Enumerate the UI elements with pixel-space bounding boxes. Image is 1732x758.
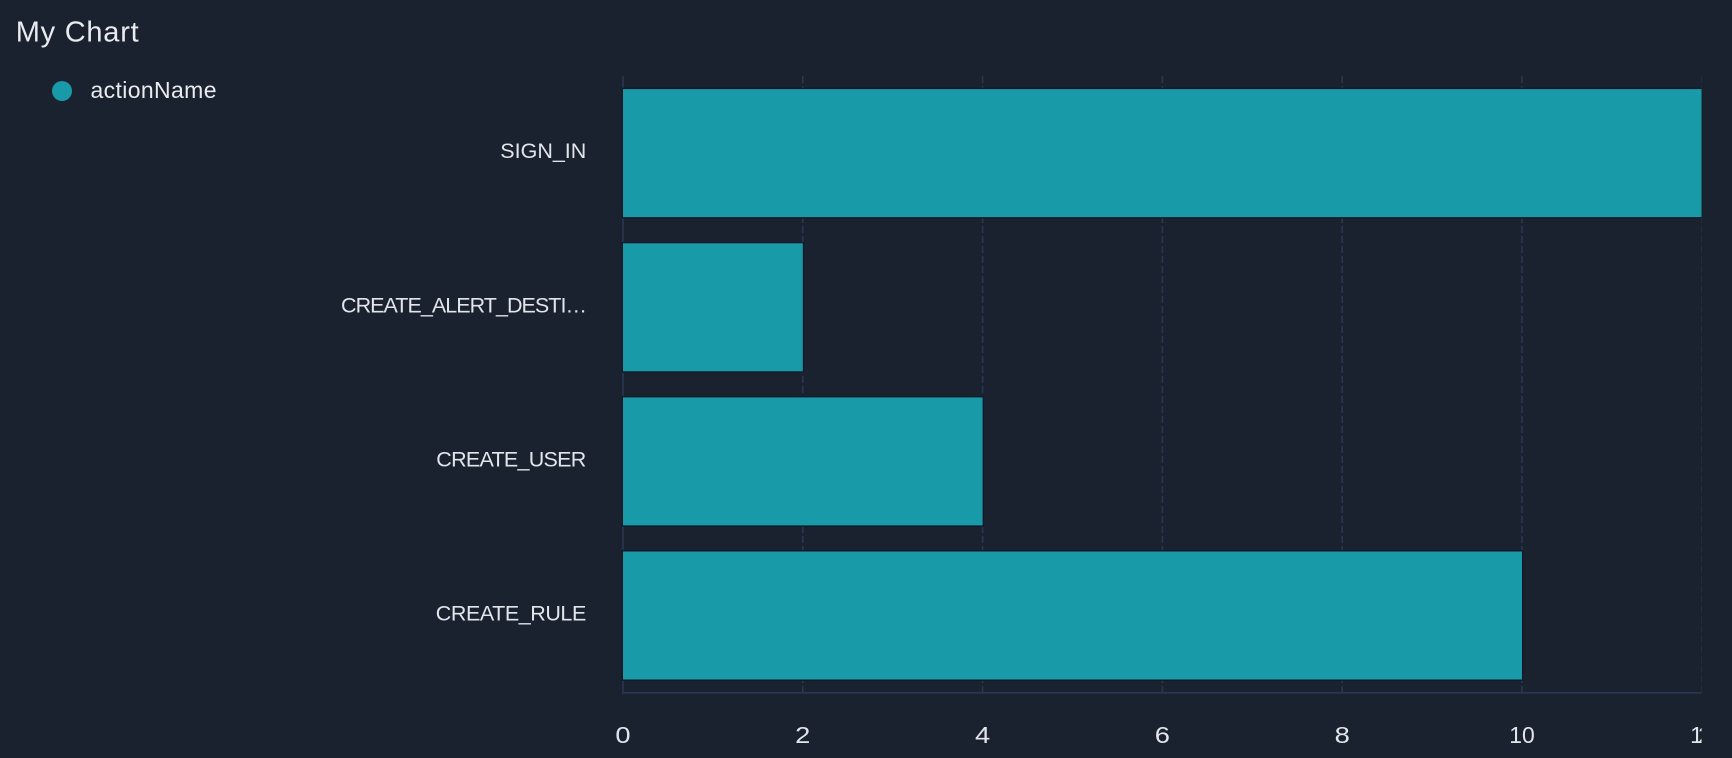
svg-text:10: 10 xyxy=(1509,722,1535,748)
svg-text:2: 2 xyxy=(1698,722,1711,748)
svg-text:8: 8 xyxy=(1335,722,1350,748)
svg-text:2: 2 xyxy=(795,722,810,748)
svg-text:0: 0 xyxy=(615,722,630,748)
svg-text:SIGN_IN: SIGN_IN xyxy=(500,139,586,163)
svg-text:CREATE_RULE: CREATE_RULE xyxy=(436,602,587,626)
svg-text:6: 6 xyxy=(1155,722,1170,748)
svg-text:My Chart: My Chart xyxy=(16,17,139,49)
svg-text:CREATE_ALERT_DESTI…: CREATE_ALERT_DESTI… xyxy=(341,293,587,317)
svg-text:CREATE_USER: CREATE_USER xyxy=(436,447,586,471)
svg-text:4: 4 xyxy=(975,722,990,748)
svg-text:12: 12 xyxy=(1690,722,1716,748)
svg-text:actionName: actionName xyxy=(91,77,217,103)
